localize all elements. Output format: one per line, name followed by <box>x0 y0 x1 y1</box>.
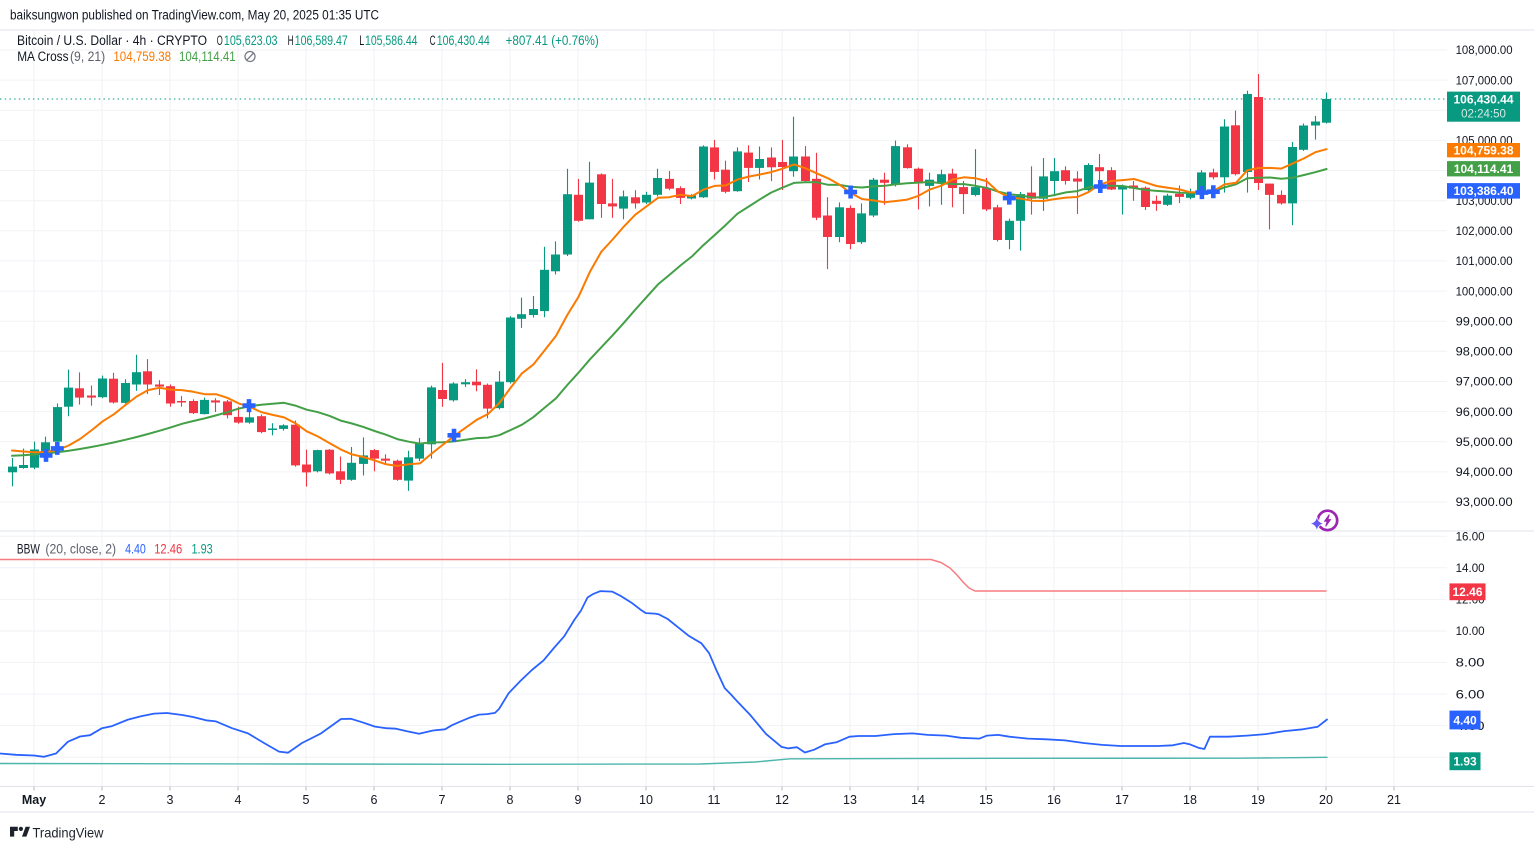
svg-text:1.93: 1.93 <box>192 541 213 556</box>
svg-text:12: 12 <box>775 793 789 807</box>
svg-text:5: 5 <box>303 793 310 807</box>
svg-text:1.93: 1.93 <box>1453 755 1477 769</box>
svg-text:102,000.00: 102,000.00 <box>1456 224 1513 238</box>
svg-text:98,000.00: 98,000.00 <box>1456 345 1513 359</box>
svg-text:10.00: 10.00 <box>1456 624 1485 638</box>
svg-text:MA Cross: MA Cross <box>17 49 69 64</box>
svg-text:93,000.00: 93,000.00 <box>1456 495 1513 509</box>
svg-text:104,759.38: 104,759.38 <box>113 49 171 64</box>
svg-text:02:24:50: 02:24:50 <box>1461 109 1506 121</box>
svg-text:96,000.00: 96,000.00 <box>1456 405 1513 419</box>
svg-text:104,114.41: 104,114.41 <box>1454 162 1514 176</box>
svg-text:99,000.00: 99,000.00 <box>1456 314 1513 328</box>
svg-text:105,623.03: 105,623.03 <box>224 33 278 48</box>
svg-text:108,000.00: 108,000.00 <box>1456 43 1513 57</box>
svg-text:97,000.00: 97,000.00 <box>1456 375 1513 389</box>
svg-text:6: 6 <box>371 793 378 807</box>
svg-text:106,430.44: 106,430.44 <box>437 33 490 48</box>
svg-text:18: 18 <box>1183 793 1197 807</box>
svg-text:12.46: 12.46 <box>1452 585 1482 599</box>
svg-text:15: 15 <box>979 793 993 807</box>
svg-text:C: C <box>430 33 436 48</box>
svg-text:14.00: 14.00 <box>1456 561 1485 575</box>
svg-text:2: 2 <box>99 793 106 807</box>
svg-text:(9, 21): (9, 21) <box>70 49 105 64</box>
svg-text:101,000.00: 101,000.00 <box>1456 254 1513 268</box>
svg-text:20: 20 <box>1319 793 1333 807</box>
svg-text:14: 14 <box>911 793 925 807</box>
svg-text:95,000.00: 95,000.00 <box>1456 435 1513 449</box>
svg-text:6.00: 6.00 <box>1456 687 1485 701</box>
svg-text:(20, close, 2): (20, close, 2) <box>45 541 116 556</box>
svg-text:94,000.00: 94,000.00 <box>1456 465 1513 479</box>
svg-text:19: 19 <box>1251 793 1265 807</box>
svg-text:10: 10 <box>639 793 653 807</box>
svg-text:106,589.47: 106,589.47 <box>295 33 348 48</box>
svg-text:12.46: 12.46 <box>154 541 182 556</box>
svg-text:H: H <box>288 33 294 48</box>
svg-text:baiksungwon published on Tradi: baiksungwon published on TradingView.com… <box>10 8 379 23</box>
svg-text:Bitcoin / U.S. Dollar · 4h · C: Bitcoin / U.S. Dollar · 4h · CRYPTO <box>17 33 207 48</box>
svg-text:21: 21 <box>1387 793 1401 807</box>
svg-text:16.00: 16.00 <box>1456 530 1485 544</box>
svg-text:16: 16 <box>1047 793 1061 807</box>
svg-text:May: May <box>22 793 46 807</box>
svg-text:3: 3 <box>167 793 174 807</box>
svg-text:104,114.41: 104,114.41 <box>179 49 236 64</box>
svg-text:8: 8 <box>507 793 514 807</box>
svg-text:106,430.44: 106,430.44 <box>1453 93 1513 107</box>
svg-text:L: L <box>359 33 364 48</box>
svg-text:103,386.40: 103,386.40 <box>1453 184 1513 198</box>
svg-text:13: 13 <box>843 793 857 807</box>
svg-text:4.40: 4.40 <box>1453 713 1477 727</box>
svg-text:4.40: 4.40 <box>125 541 146 556</box>
svg-text:11: 11 <box>708 793 721 807</box>
svg-text:BBW: BBW <box>17 541 40 556</box>
svg-text:104,759.38: 104,759.38 <box>1453 144 1513 158</box>
svg-text:17: 17 <box>1115 793 1129 807</box>
svg-text:107,000.00: 107,000.00 <box>1456 73 1513 87</box>
svg-text:100,000.00: 100,000.00 <box>1456 284 1513 298</box>
svg-text:TradingView: TradingView <box>33 825 105 841</box>
svg-text:4: 4 <box>235 793 242 807</box>
svg-text:8.00: 8.00 <box>1456 656 1485 670</box>
svg-text:+807.41 (+0.76%): +807.41 (+0.76%) <box>506 33 599 48</box>
svg-text:9: 9 <box>575 793 582 807</box>
svg-text:105,586.44: 105,586.44 <box>365 33 418 48</box>
svg-text:7: 7 <box>439 793 446 807</box>
svg-text:O: O <box>217 33 223 48</box>
